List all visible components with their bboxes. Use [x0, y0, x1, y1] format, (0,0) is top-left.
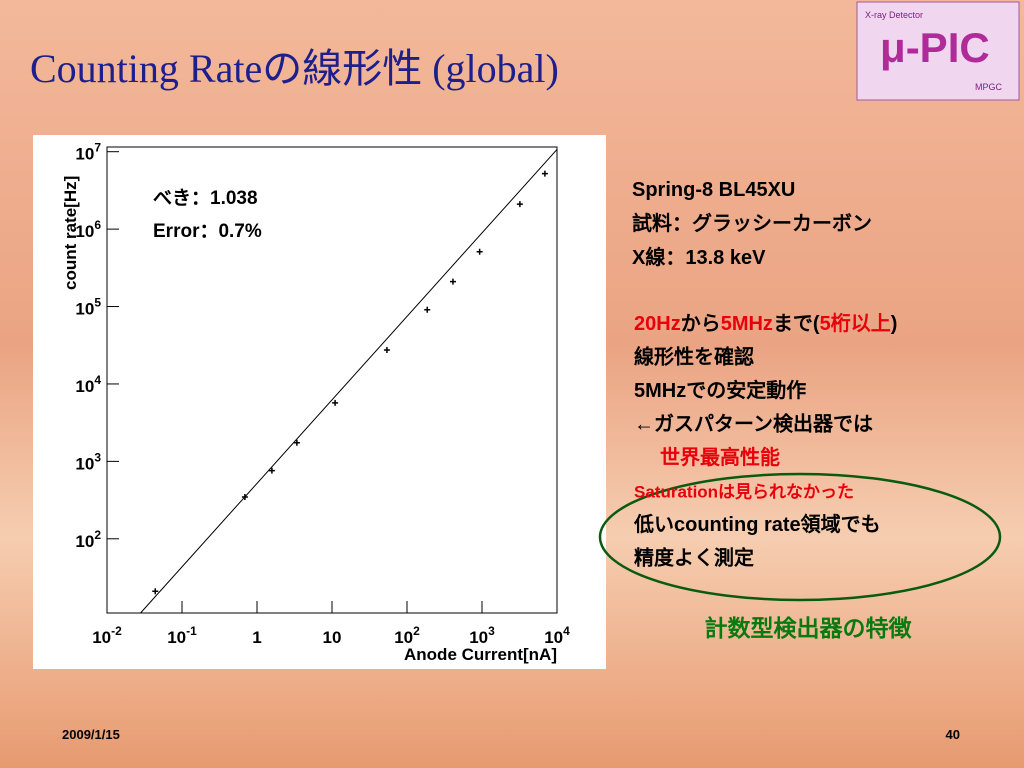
x-tick-label: 10-1	[167, 624, 197, 647]
note-segment: 低いcounting rate領域でも	[633, 512, 881, 536]
note-segment: 20Hz	[634, 313, 681, 335]
logo: X-ray Detector μ-PIC MPGC	[856, 1, 1020, 101]
annotation: Error：0.7%	[153, 221, 262, 242]
note-segment: 世界最高性能	[660, 445, 780, 469]
feature-text: 計数型検出器の特徴	[705, 615, 913, 641]
note-line: ←ガスパターン検出器では	[634, 412, 873, 436]
logo-top: X-ray Detector	[865, 10, 923, 20]
logo-main: μ-PIC	[880, 24, 990, 71]
note-line: 世界最高性能	[660, 445, 780, 469]
y-tick-label: 106	[75, 218, 101, 241]
note-line: Saturationは見られなかった	[634, 483, 854, 502]
chart-panel	[33, 135, 606, 669]
data-point	[541, 170, 548, 177]
x-tick-label: 1	[252, 628, 261, 647]
note-segment: 5MHz	[721, 313, 773, 335]
logo-box	[856, 1, 1020, 101]
y-tick-label: 103	[75, 450, 101, 473]
data-point	[476, 248, 483, 255]
y-tick-label: 102	[75, 528, 101, 551]
x-tick-label: 103	[469, 624, 495, 647]
date: 2009/1/15	[62, 727, 120, 742]
slide-title: Counting Rateの線形性 (global)	[30, 46, 559, 91]
highlight-ellipse	[598, 472, 1002, 602]
note-segment: 5MHzでの安定動作	[634, 378, 806, 402]
note-segment: Saturationは見られなかった	[634, 483, 854, 502]
info-line: X線：13.8 keV	[632, 245, 766, 269]
data-point	[241, 493, 248, 500]
data-point	[268, 467, 275, 474]
x-axis-label: Anode Current[nA]	[404, 645, 557, 664]
note-segment: 精度よく測定	[634, 546, 754, 570]
note-segment: 線形性を確認	[634, 345, 754, 369]
note-segment: ←ガスパターン検出器では	[634, 412, 873, 436]
data-point	[449, 278, 456, 285]
data-point	[424, 306, 431, 313]
logo-bottom: MPGC	[975, 82, 1003, 92]
y-tick-label: 107	[75, 141, 101, 164]
note-line: 20Hzから5MHzまで(5桁以上)	[634, 312, 897, 335]
note-line: 線形性を確認	[634, 345, 754, 369]
data-point	[152, 588, 159, 595]
info-line: Spring-8 BL45XU	[632, 179, 795, 201]
x-tick-label: 104	[544, 624, 570, 647]
data-point	[332, 399, 339, 406]
fit-line	[140, 149, 558, 614]
annotation: べき：1.038	[153, 187, 258, 209]
page-number: 40	[946, 727, 960, 742]
y-tick-label: 105	[75, 296, 101, 319]
note-line: 5MHzでの安定動作	[634, 378, 806, 402]
note-segment: まで(	[773, 312, 820, 335]
data-point	[383, 346, 390, 353]
x-tick-label: 102	[394, 624, 420, 647]
data-point	[516, 201, 523, 208]
note-segment: から	[681, 312, 721, 335]
y-tick-label: 104	[75, 373, 101, 396]
x-tick-label: 10	[323, 628, 342, 647]
x-tick-label: 10-2	[92, 624, 122, 647]
note-line: 低いcounting rate領域でも	[633, 512, 881, 536]
note-line: 精度よく測定	[634, 546, 754, 570]
data-point	[293, 439, 300, 446]
info-line: 試料：グラッシーカーボン	[632, 211, 872, 235]
y-axis-label: count rate[Hz]	[61, 176, 80, 290]
note-segment: )	[891, 313, 898, 335]
note-segment: 5桁以上	[820, 312, 891, 335]
